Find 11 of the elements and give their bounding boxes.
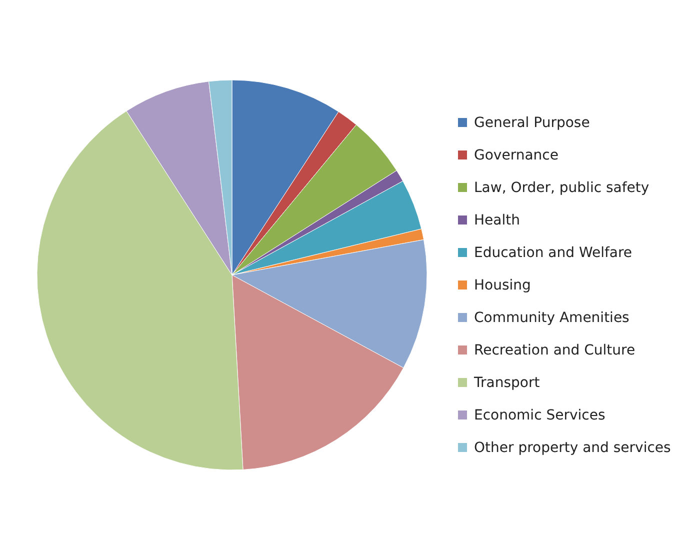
- legend-label: Education and Welfare: [474, 245, 632, 261]
- legend-label: General Purpose: [474, 115, 590, 131]
- legend-label: Health: [474, 212, 520, 228]
- legend-label: Law, Order, public safety: [474, 180, 650, 196]
- legend-label: Governance: [474, 148, 558, 164]
- legend-label: Economic Services: [474, 408, 606, 424]
- legend-label: Community Amenities: [474, 310, 630, 326]
- legend-label: Other property and services: [474, 440, 671, 456]
- legend-label: Recreation and Culture: [474, 342, 636, 358]
- legend-label: Housing: [474, 278, 531, 294]
- legend-label: Transport: [473, 375, 540, 391]
